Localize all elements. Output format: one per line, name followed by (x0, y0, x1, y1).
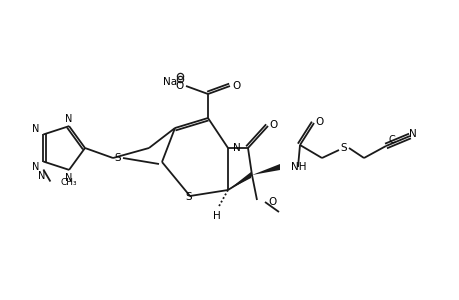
Text: N: N (38, 170, 45, 181)
Text: O: O (232, 81, 241, 91)
Text: NH: NH (291, 162, 306, 172)
Text: O: O (269, 197, 276, 207)
Polygon shape (228, 172, 251, 190)
Text: N: N (32, 161, 39, 172)
Text: S: S (340, 143, 347, 153)
Text: N: N (408, 129, 416, 139)
Text: S: S (185, 192, 192, 202)
Text: C: C (388, 135, 395, 145)
Text: N: N (32, 124, 39, 134)
Text: N: N (65, 173, 73, 183)
Text: CH₃: CH₃ (60, 178, 77, 187)
Polygon shape (252, 164, 280, 175)
Text: N: N (65, 114, 73, 124)
Text: H: H (213, 211, 220, 221)
Text: S: S (114, 153, 121, 163)
Text: N: N (233, 143, 240, 153)
Text: Na: Na (162, 77, 177, 87)
Text: O: O (175, 81, 184, 91)
Text: O: O (315, 117, 324, 127)
Text: O: O (269, 120, 278, 130)
